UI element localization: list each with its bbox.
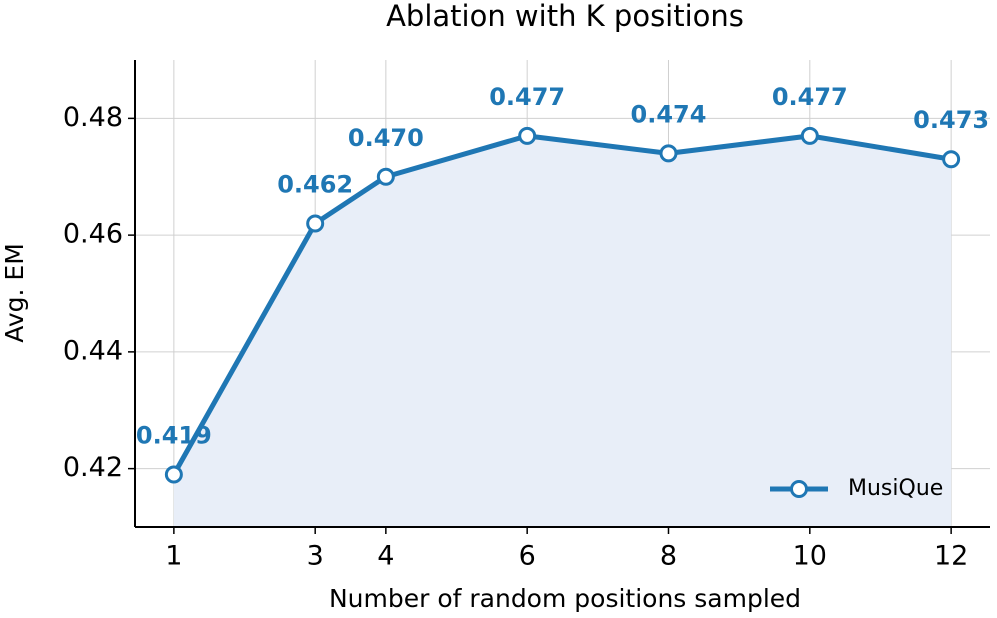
marker [164, 465, 183, 484]
value-label: 0.477 [489, 83, 565, 111]
area [173, 135, 952, 527]
chart-title: Ablation with K positions [386, 0, 744, 33]
y-axis-label: Avg. EM [0, 243, 29, 343]
x-tick-label: 8 [660, 541, 677, 572]
x-tick-label: 4 [377, 541, 394, 572]
x-tick-label: 1 [165, 541, 182, 572]
marker [306, 214, 325, 233]
y-tick-label: 0.48 [63, 102, 123, 133]
marker [518, 126, 537, 145]
marker [659, 144, 678, 163]
value-label: 0.462 [277, 170, 353, 198]
y-tick-label: 0.44 [63, 335, 123, 366]
x-tick-label: 12 [934, 541, 968, 572]
x-tick-label: 3 [307, 541, 324, 572]
value-label: 0.477 [772, 83, 848, 111]
marker [942, 150, 961, 169]
x-tick-label: 10 [793, 541, 827, 572]
x-axis-label: Number of random positions sampled [329, 584, 801, 613]
marker [800, 126, 819, 145]
value-label: 0.473 [913, 106, 989, 134]
value-label: 0.419 [136, 421, 212, 449]
legend-label: MusiQue [848, 476, 943, 501]
y-tick-label: 0.46 [63, 219, 123, 250]
legend-marker [790, 480, 808, 498]
value-label: 0.470 [348, 124, 424, 152]
value-label: 0.474 [631, 100, 707, 128]
y-tick-label: 0.42 [63, 452, 123, 483]
marker [376, 167, 395, 186]
x-tick-label: 6 [519, 541, 536, 572]
